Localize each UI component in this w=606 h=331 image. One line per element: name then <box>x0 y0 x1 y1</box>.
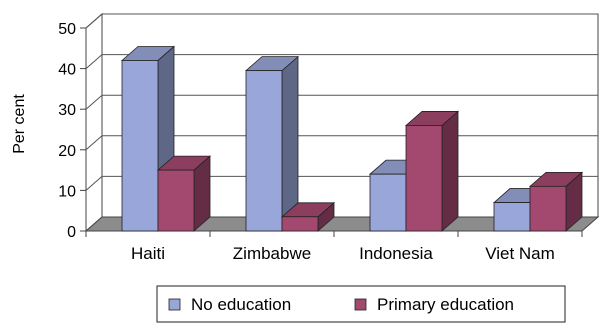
bar-primary-education <box>528 171 584 232</box>
legend-label: No education <box>191 295 291 314</box>
legend-box <box>156 285 566 323</box>
legend-label: Primary education <box>377 295 514 314</box>
y-tick-label: 0 <box>67 224 76 241</box>
y-tick-label: 30 <box>58 102 76 119</box>
y-tick-label: 40 <box>58 62 76 79</box>
gridline <box>85 13 598 29</box>
bar-primary-education <box>280 201 336 232</box>
bar-primary-education <box>156 155 212 232</box>
y-tick-label: 50 <box>58 21 76 38</box>
gridline <box>85 94 598 110</box>
legend-swatch <box>354 298 367 311</box>
gridline <box>85 54 598 69</box>
bar-no-education <box>244 55 300 232</box>
x-axis-categories: Haiti Zimbabwe Indonesia Viet Nam <box>85 231 583 263</box>
y-tick-label: 20 <box>58 143 76 160</box>
y-tick-label: 10 <box>58 183 76 200</box>
x-category-label: Zimbabwe <box>233 244 311 263</box>
legend: No education Primary education <box>156 285 566 323</box>
x-category-label: Viet Nam <box>485 244 555 263</box>
bar-primary-education <box>404 110 460 232</box>
legend-swatch <box>168 298 181 311</box>
x-category-label: Indonesia <box>359 244 433 263</box>
y-axis-ticks: 0 10 20 30 40 50 <box>58 21 86 241</box>
y-axis-label: Per cent <box>11 94 28 154</box>
side-wall <box>85 12 103 233</box>
bars <box>120 45 584 232</box>
x-category-label: Haiti <box>131 244 165 263</box>
